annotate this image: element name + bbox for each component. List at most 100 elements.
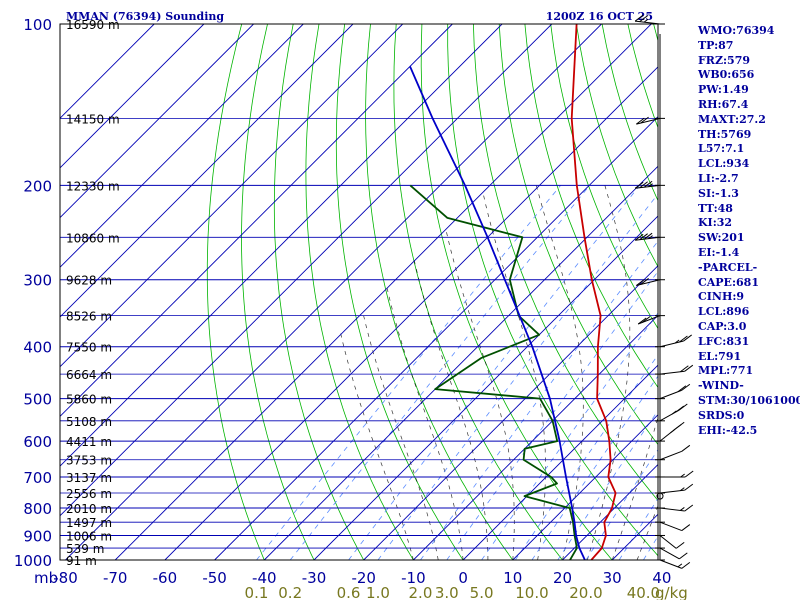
wind-barb-half-flag xyxy=(680,473,685,478)
index-entry: RH:67.4 xyxy=(698,97,749,111)
thermo-grid xyxy=(60,24,658,560)
wind-barb xyxy=(636,279,661,286)
height-label: 16590 m xyxy=(66,18,120,32)
height-label: 91 m xyxy=(66,554,97,568)
wind-barb-flag xyxy=(639,15,648,23)
pressure-tick-label: 900 xyxy=(23,527,52,545)
wind-barbs xyxy=(634,14,694,569)
index-entry: LI:-2.7 xyxy=(698,171,739,185)
calm-wind-marker xyxy=(656,492,664,500)
dry-adiabat xyxy=(365,24,514,560)
isotherm xyxy=(60,24,205,169)
wind-barb-flag xyxy=(684,470,694,478)
moist-adiabat xyxy=(445,227,515,560)
moist-adiabat xyxy=(339,331,414,560)
isotherm xyxy=(60,24,404,368)
isotherm xyxy=(313,215,658,560)
wind-barb-flag xyxy=(679,335,688,343)
temperature-tick-label: -10 xyxy=(401,569,426,587)
index-entry: SRDS:0 xyxy=(698,408,745,422)
temperature-tick-label: -70 xyxy=(103,569,128,587)
isotherm xyxy=(413,314,658,560)
wind-barb xyxy=(635,236,661,241)
isotherm xyxy=(214,115,658,560)
dry-adiabat xyxy=(575,24,658,268)
wind-barb-flag xyxy=(677,385,687,393)
height-label: 2010 m xyxy=(66,502,112,516)
index-entry: EHI:-42.5 xyxy=(698,423,758,437)
wind-barb-flag xyxy=(637,317,647,325)
height-label: 7550 m xyxy=(66,341,112,355)
wind-barb-flag xyxy=(639,233,648,241)
pressure-tick-label: 200 xyxy=(23,177,52,195)
dry-adiabat xyxy=(273,24,365,560)
height-label: 2556 m xyxy=(66,487,112,501)
temperature-tick-label: -50 xyxy=(202,569,227,587)
temperature-tick-label: -20 xyxy=(351,569,376,587)
wind-barb-half-flag xyxy=(677,563,683,568)
mixing-ratio-label: 5.0 xyxy=(470,584,494,600)
height-label: 5860 m xyxy=(66,393,112,407)
wind-barb-half-flag xyxy=(648,183,653,188)
isotherm xyxy=(60,24,354,318)
moist-adiabat xyxy=(413,259,489,560)
wind-barb-half-flag xyxy=(680,487,685,492)
wind-barb-flag xyxy=(684,483,694,491)
wind-barb-half-flag xyxy=(674,339,680,344)
wind-barb-half-flag xyxy=(680,507,685,511)
wind-barb xyxy=(636,117,661,125)
index-entry: TP:87 xyxy=(698,38,734,52)
temperature-tick-label: 30 xyxy=(603,569,622,587)
height-label: 4411 m xyxy=(66,435,112,449)
index-entry: EL:791 xyxy=(698,349,742,363)
temperature-tick-label: 0 xyxy=(458,569,468,587)
wind-barb-flag xyxy=(636,117,645,125)
height-label: 539 m xyxy=(66,542,104,556)
wind-barb-flag xyxy=(681,383,691,391)
index-entry: CINH:9 xyxy=(698,290,745,304)
pressure-tick-label: 600 xyxy=(23,433,52,451)
height-label: 9628 m xyxy=(66,274,112,288)
index-entry: SW:201 xyxy=(698,231,745,245)
mixing-ratio-label: 2.0 xyxy=(409,584,433,600)
wind-barb-flag xyxy=(634,14,644,22)
temperature-tick-label: 10 xyxy=(503,569,522,587)
wind-barb-flag xyxy=(681,444,691,452)
wind-barb xyxy=(659,450,683,461)
temperature-tick-label: 20 xyxy=(553,569,572,587)
wind-barb-flag xyxy=(672,424,682,431)
valid-time: 1200Z 16 OCT 25 xyxy=(546,10,653,23)
mixing-ratio-unit: g/kg xyxy=(655,584,688,600)
height-label: 8526 m xyxy=(66,310,112,324)
wind-barb-half-flag xyxy=(670,429,675,434)
index-entry: TH:5769 xyxy=(698,127,752,141)
index-entry: KI:32 xyxy=(698,216,733,230)
isotherm xyxy=(60,24,254,219)
isotherm xyxy=(60,24,453,418)
wind-barb-half-flag xyxy=(648,235,653,240)
isotherm xyxy=(65,24,602,560)
isotherm xyxy=(263,165,658,560)
moist-adiabat xyxy=(482,191,546,560)
index-entry: FRZ:579 xyxy=(698,53,751,67)
isotherm xyxy=(60,24,503,467)
index-entry: L57:7.1 xyxy=(698,142,745,156)
wind-barb-flag xyxy=(681,562,691,569)
wind-barb-flag xyxy=(636,279,645,286)
index-entry: CAPE:681 xyxy=(698,275,759,289)
isotherm xyxy=(164,66,658,560)
wind-barb-flag xyxy=(634,181,644,189)
mixing-ratio-line xyxy=(377,193,658,560)
wind-barb-flag xyxy=(681,524,691,531)
isotherm xyxy=(562,463,658,560)
wind-barb xyxy=(659,547,680,560)
pressure-tick-label: 400 xyxy=(23,339,52,357)
isotherm xyxy=(60,24,553,517)
wind-barb-flag xyxy=(684,364,694,372)
index-entry: CAP:3.0 xyxy=(698,319,747,333)
index-entry: -WIND- xyxy=(698,379,744,393)
dry-adiabat xyxy=(241,24,315,560)
pressure-unit-label: mb xyxy=(34,569,58,587)
height-label: 5108 m xyxy=(66,415,112,429)
